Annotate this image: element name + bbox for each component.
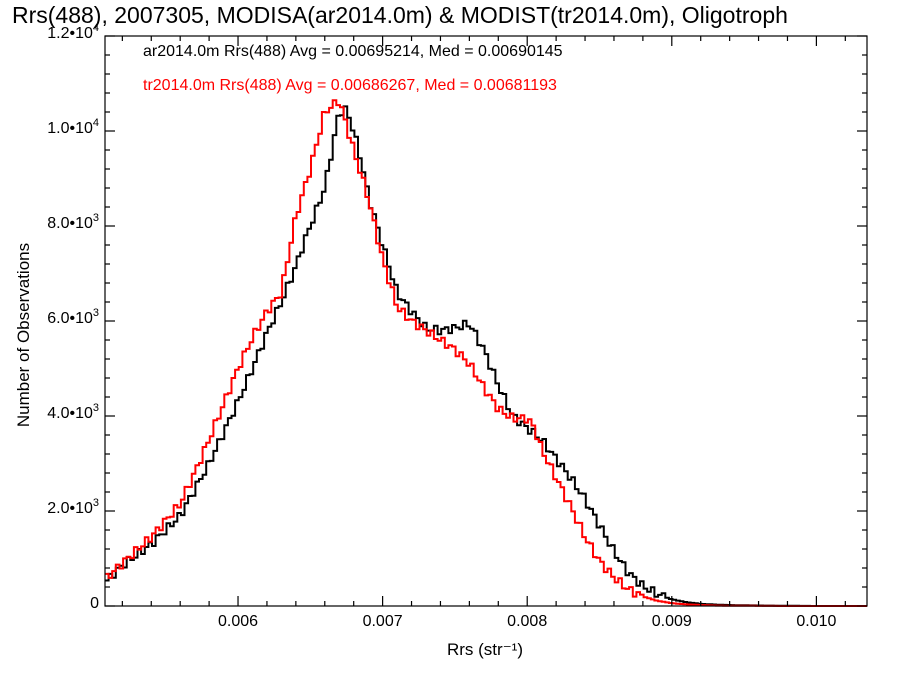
y-tick-mantissa: 1.2•10 [47,25,93,42]
y-tick-exponent: 4 [92,22,99,34]
y-tick-label: 8.0•103 [9,212,99,233]
plot-frame [104,35,868,607]
y-tick-label: 1.2•104 [9,22,99,43]
tick-layer [105,35,867,607]
y-tick-label: 2.0•103 [9,497,99,518]
y-tick-label: 1.0•104 [9,117,99,138]
x-tick-label: 0.008 [507,613,548,630]
y-tick-label: 0 [9,595,99,613]
y-tick-mantissa: 1.0•10 [47,120,93,137]
x-tick-label: 0.010 [796,613,837,630]
y-tick-exponent: 3 [92,307,99,319]
series-tr2014-line [105,99,867,607]
y-tick-mantissa: 2.0•10 [47,500,93,517]
y-tick-mantissa: 6.0•10 [47,310,93,327]
x-tick-label: 0.009 [651,613,692,630]
series-ar2014-line [105,105,867,607]
y-tick-exponent: 3 [92,212,99,224]
y-tick-exponent: 4 [92,117,99,129]
annotation-ar2014: ar2014.0m Rrs(488) Avg = 0.00695214, Med… [143,43,563,60]
y-tick-mantissa: 0 [90,595,99,612]
y-tick-mantissa: 4.0•10 [47,405,93,422]
y-axis-label: Number of Observations [14,242,33,428]
x-tick-label: 0.007 [362,613,403,630]
x-axis-label: Rrs (str⁻¹) [446,640,523,659]
y-tick-exponent: 3 [92,402,99,414]
y-tick-mantissa: 8.0•10 [47,215,93,232]
x-tick-label: 0.006 [217,613,259,630]
y-tick-label: 4.0•103 [9,402,99,423]
y-tick-exponent: 3 [92,497,99,509]
annotation-tr2014: tr2014.0m Rrs(488) Avg = 0.00686267, Med… [143,77,557,94]
chart-title: Rrs(488), 2007305, MODISA(ar2014.0m) & M… [12,2,788,28]
series-layer [105,99,867,607]
y-tick-label: 6.0•103 [9,307,99,328]
